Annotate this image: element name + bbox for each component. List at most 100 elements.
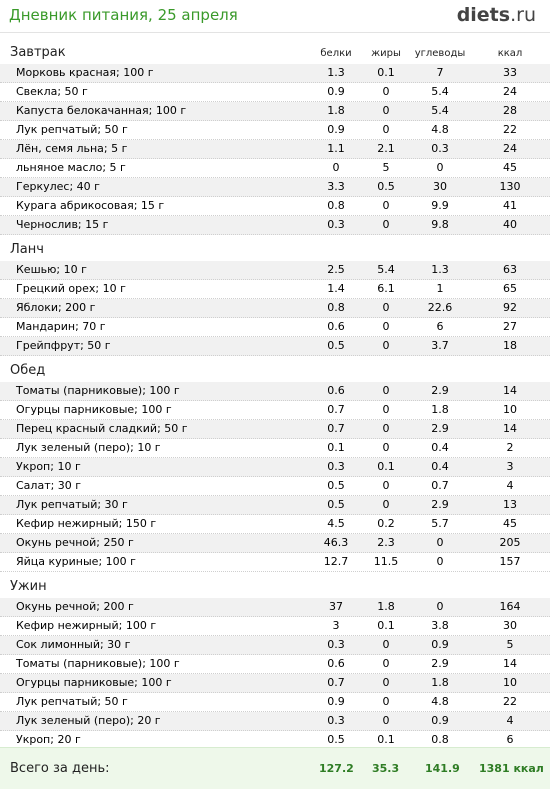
nutrient-value: 0.6 (327, 320, 345, 333)
section-title: Обед (10, 363, 46, 378)
nutrient-value: 0.9 (431, 714, 449, 727)
nutrient-value: 6 (506, 733, 514, 746)
nutrient-value: 2 (506, 441, 514, 454)
food-name: льняное масло; 5 г (16, 161, 126, 174)
section-header: Обед (0, 362, 550, 382)
nutrient-value: 30 (503, 619, 517, 632)
nutrient-value: 65 (503, 282, 517, 295)
nutrient-value: 1.8 (377, 600, 395, 613)
nutrient-value: 33 (503, 66, 517, 79)
food-name: Томаты (парниковые); 100 г (16, 657, 180, 670)
nutrient-value: 0.8 (431, 733, 449, 746)
nutrient-value: 0.3 (327, 218, 345, 231)
nutrient-value: 0 (436, 536, 444, 549)
page-title: Дневник питания, 25 апреля (9, 6, 238, 24)
nutrient-value: 0 (382, 441, 390, 454)
site-logo[interactable]: diets.ru (457, 4, 536, 26)
table-row: Сок лимонный; 30 г 0.3 0 0.9 5 (0, 636, 550, 655)
nutrient-value: 14 (503, 422, 517, 435)
nutrient-value: 0.1 (377, 460, 395, 473)
nutrient-value: 37 (329, 600, 343, 613)
table-row: Лук репчатый; 50 г 0.9 0 4.8 22 (0, 121, 550, 140)
nutrient-value: 22.6 (427, 301, 453, 314)
section-title: Ланч (10, 242, 44, 257)
table-row: Яйца куриные; 100 г 12.7 11.5 0 157 (0, 553, 550, 572)
column-header-1: жиры (371, 48, 401, 59)
nutrient-value: 22 (503, 123, 517, 136)
nutrient-value: 0 (382, 104, 390, 117)
nutrient-value: 24 (503, 142, 517, 155)
nutrient-value: 0.3 (327, 460, 345, 473)
food-name: Лук зеленый (перо); 10 г (16, 441, 161, 454)
nutrient-value: 6 (436, 320, 444, 333)
nutrient-value: 0 (382, 85, 390, 98)
food-name: Лук репчатый; 50 г (16, 695, 128, 708)
nutrient-value: 5.4 (431, 104, 449, 117)
nutrient-value: 0.1 (377, 733, 395, 746)
table-row: Томаты (парниковые); 100 г 0.6 0 2.9 14 (0, 655, 550, 674)
table-row: Капуста белокачанная; 100 г 1.8 0 5.4 28 (0, 102, 550, 121)
food-name: Салат; 30 г (16, 479, 82, 492)
table-row: Чернослив; 15 г 0.3 0 9.8 40 (0, 216, 550, 235)
header-divider (0, 32, 550, 33)
diary-table: Завтрак белки жиры углеводы ккал Морковь крас… (0, 44, 550, 769)
nutrient-value: 10 (503, 403, 517, 416)
logo-tld: .ru (510, 4, 536, 26)
nutrient-value: 6.1 (377, 282, 395, 295)
nutrient-value: 3.3 (327, 180, 345, 193)
nutrient-value: 0.7 (327, 403, 345, 416)
table-row: Огурцы парниковые; 100 г 0.7 0 1.8 10 (0, 401, 550, 420)
food-name: Мандарин; 70 г (16, 320, 106, 333)
nutrient-value: 45 (503, 517, 517, 530)
nutrient-value: 0.4 (431, 441, 449, 454)
nutrient-value: 18 (503, 339, 517, 352)
table-row: Геркулес; 40 г 3.3 0.5 30 130 (0, 178, 550, 197)
food-name: Свекла; 50 г (16, 85, 88, 98)
nutrient-value: 41 (503, 199, 517, 212)
column-header-0: белки (320, 48, 352, 59)
nutrient-value: 0 (382, 714, 390, 727)
nutrient-value: 5.4 (377, 263, 395, 276)
nutrient-value: 27 (503, 320, 517, 333)
nutrient-value: 0.4 (431, 460, 449, 473)
food-name: Сок лимонный; 30 г (16, 638, 131, 651)
nutrient-value: 28 (503, 104, 517, 117)
nutrient-value: 3 (506, 460, 514, 473)
column-header-3: ккал (497, 48, 523, 59)
food-name: Яблоки; 200 г (16, 301, 96, 314)
section-header: Ужин (0, 578, 550, 598)
nutrient-value: 22 (503, 695, 517, 708)
nutrient-value: 0.5 (327, 733, 345, 746)
nutrient-value: 0.5 (327, 498, 345, 511)
total-fat: 35.3 (372, 762, 400, 775)
table-row: Окунь речной; 250 г 46.3 2.3 0 205 (0, 534, 550, 553)
nutrient-value: 0.2 (377, 517, 395, 530)
nutrient-value: 0.7 (327, 422, 345, 435)
section-header: Ланч (0, 241, 550, 261)
nutrient-value: 1.8 (431, 403, 449, 416)
food-name: Грейпфрут; 50 г (16, 339, 111, 352)
food-name: Лук репчатый; 30 г (16, 498, 128, 511)
nutrient-value: 0 (382, 498, 390, 511)
nutrient-value: 5.7 (431, 517, 449, 530)
food-name: Грецкий орех; 10 г (16, 282, 126, 295)
nutrient-value: 1 (436, 282, 444, 295)
nutrient-value: 0 (382, 301, 390, 314)
nutrient-value: 2.9 (431, 384, 449, 397)
nutrient-value: 3.7 (431, 339, 449, 352)
nutrient-value: 0.7 (327, 676, 345, 689)
table-row: Кефир нежирный; 150 г 4.5 0.2 5.7 45 (0, 515, 550, 534)
table-row: Перец красный сладкий; 50 г 0.7 0 2.9 14 (0, 420, 550, 439)
nutrient-value: 1.8 (431, 676, 449, 689)
food-name: Окунь речной; 200 г (16, 600, 134, 613)
column-header-2: углеводы (414, 48, 466, 59)
food-name: Лук зеленый (перо); 20 г (16, 714, 161, 727)
nutrient-value: 0.9 (327, 123, 345, 136)
food-name: Томаты (парниковые); 100 г (16, 384, 180, 397)
nutrient-value: 0.7 (431, 479, 449, 492)
nutrient-value: 0 (382, 695, 390, 708)
nutrient-value: 0.1 (377, 66, 395, 79)
total-protein: 127.2 (319, 762, 354, 775)
table-row: Огурцы парниковые; 100 г 0.7 0 1.8 10 (0, 674, 550, 693)
nutrient-value: 63 (503, 263, 517, 276)
